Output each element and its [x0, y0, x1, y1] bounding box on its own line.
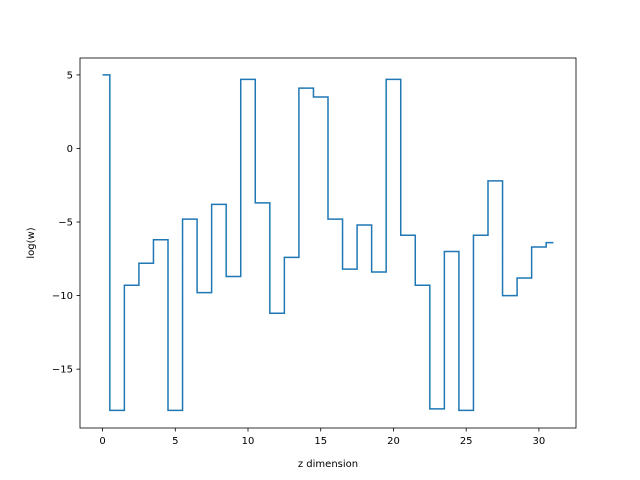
x-axis-ticks: 0 5 10 15 20 25 30 — [99, 428, 545, 447]
y-axis-ticks: 5 0 −5 −10 −15 — [52, 70, 80, 376]
y-tick-label: 5 — [67, 70, 73, 81]
plot-frame — [79, 57, 577, 429]
y-tick-label: −5 — [58, 218, 73, 229]
x-axis-label: z dimension — [298, 459, 358, 470]
x-tick-label: 5 — [172, 436, 178, 447]
y-tick-label: −15 — [52, 365, 73, 376]
y-tick-label: −10 — [52, 291, 73, 302]
x-tick-label: 30 — [533, 436, 546, 447]
series-line — [102, 74, 554, 412]
x-tick-label: 10 — [242, 436, 255, 447]
x-tick-label: 15 — [314, 436, 327, 447]
y-axis-label: log(w) — [26, 227, 37, 258]
x-tick-label: 0 — [99, 436, 105, 447]
y-tick-label: 0 — [67, 144, 73, 155]
x-tick-label: 25 — [460, 436, 473, 447]
x-tick-label: 20 — [387, 436, 400, 447]
